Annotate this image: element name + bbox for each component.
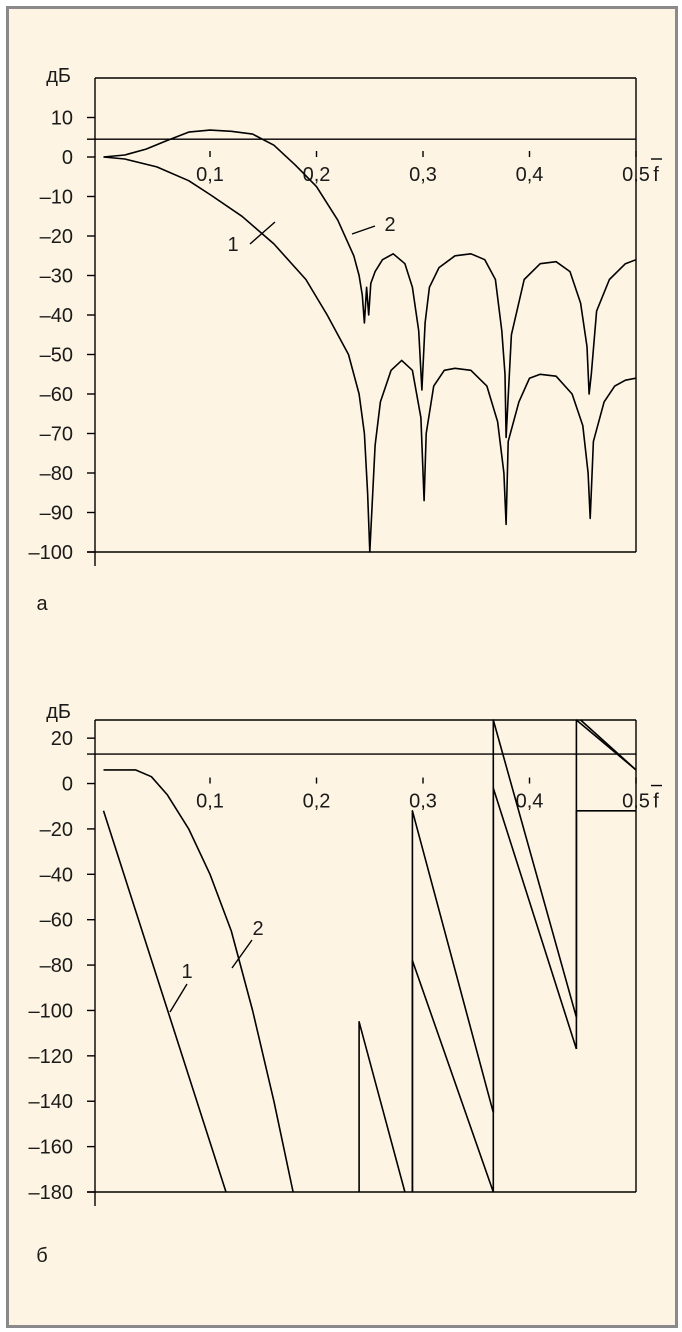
y-tick-label: –160: [29, 1137, 74, 1159]
y-tick-label: –100: [29, 542, 74, 564]
series-line-1: [575, 719, 637, 1049]
series-line-2: [580, 719, 637, 771]
panel-label: б: [36, 1245, 47, 1267]
y-tick-label: –10: [40, 187, 73, 209]
series-line-1: [103, 156, 637, 553]
figure-frame: [6, 6, 678, 1328]
series-1: [103, 156, 637, 553]
y-tick-label: –30: [40, 266, 73, 288]
series-line-1: [102, 810, 227, 1193]
y-tick-label: –180: [29, 1182, 74, 1204]
series-2: [103, 129, 637, 439]
series-line-2: [492, 719, 578, 1113]
curve-label-leader: [169, 983, 188, 1013]
series-2: [103, 719, 637, 1193]
y-tick-label: –90: [40, 503, 73, 525]
series-line-1: [492, 787, 578, 1192]
x-tick-label: 0,2: [303, 791, 331, 813]
y-tick-label: –60: [40, 910, 73, 932]
curve-label: 2: [384, 214, 395, 236]
curve-label-leader: [231, 939, 253, 969]
y-axis-label: дБ: [46, 701, 71, 723]
curve-label-leader: [351, 225, 376, 235]
curve-label-leader: [249, 221, 276, 245]
x-tick-label: 0,3: [409, 164, 437, 186]
curve-label: 1: [181, 961, 192, 983]
y-tick-label: –20: [40, 819, 73, 841]
curve-label: 2: [252, 918, 263, 940]
y-tick-label: 0: [62, 147, 73, 169]
x-tick-label: 0,5: [622, 791, 650, 813]
panel-label: а: [36, 593, 48, 615]
y-tick-label: –60: [40, 384, 73, 406]
y-tick-label: 20: [51, 728, 73, 750]
y-tick-label: –100: [29, 1000, 74, 1022]
series-line-1: [358, 1021, 406, 1193]
y-tick-label: 10: [51, 108, 73, 130]
x-axis-label: f: [653, 791, 659, 813]
y-tick-label: 0: [62, 774, 73, 796]
y-tick-label: –50: [40, 345, 73, 367]
y-tick-label: –140: [29, 1091, 74, 1113]
x-tick-label: 0,4: [516, 791, 544, 813]
x-tick-label: 0,5: [622, 164, 650, 186]
y-tick-label: –80: [40, 955, 73, 977]
series-1: [102, 719, 637, 1193]
y-tick-label: –120: [29, 1046, 74, 1068]
y-tick-label: –40: [40, 305, 73, 327]
series-line-1: [411, 959, 495, 1193]
series-line-2: [411, 810, 495, 1192]
y-tick-label: –20: [40, 226, 73, 248]
chart-panel-a: 10 0 –10 –20 –30 –40 –50 –60 –70 –80 –90 –100 0,1 0,2…: [29, 65, 662, 615]
x-tick-label: 0,4: [516, 164, 544, 186]
y-tick-label: –40: [40, 864, 73, 886]
x-tick-label: 0,3: [409, 791, 437, 813]
series-line-2: [103, 769, 294, 1193]
x-tick-label: 0,1: [196, 164, 224, 186]
y-tick-label: –70: [40, 424, 73, 446]
series-line-2: [103, 129, 637, 439]
y-axis-label: дБ: [46, 65, 71, 87]
curve-label: 1: [227, 234, 238, 256]
series-line-2: [575, 810, 636, 1018]
x-tick-label: 0,2: [303, 164, 331, 186]
x-axis-label: f: [653, 164, 659, 186]
y-tick-label: –80: [40, 463, 73, 485]
x-tick-label: 0,1: [196, 791, 224, 813]
chart-panel-b: 20 0 –20 –40 –60 –80 –100 –120 –140 –160 –180 0,1 0,…: [29, 701, 662, 1267]
